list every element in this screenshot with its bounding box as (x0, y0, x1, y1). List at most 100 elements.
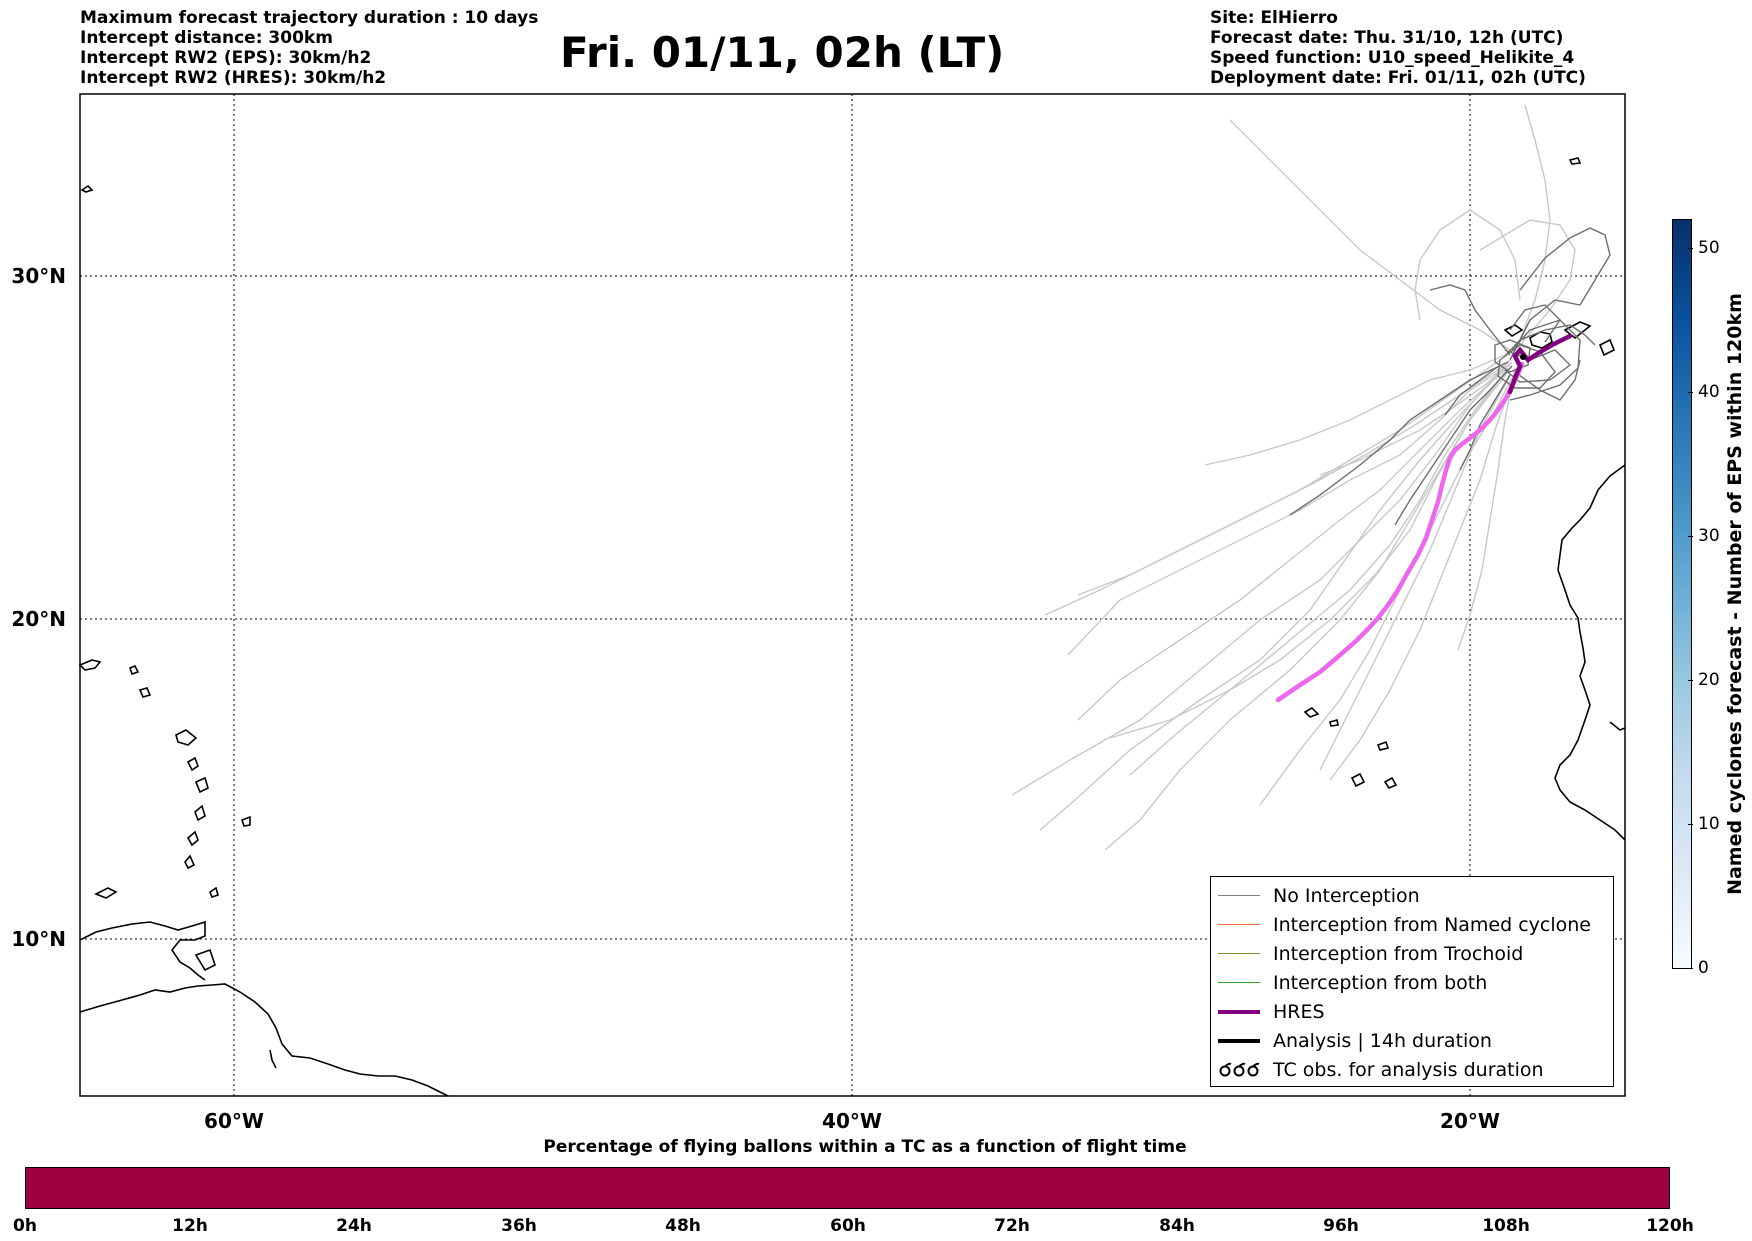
cyclone-symbols-icon (1219, 1062, 1260, 1076)
island-caribbean-3 (186, 756, 199, 772)
header-left-line: Intercept RW2 (EPS): 30km/h2 (80, 48, 372, 68)
coastline-west-africa (1554, 464, 1626, 841)
eps-trajectory (1229, 119, 1511, 351)
header-right-line: Site: ElHierro (1210, 8, 1338, 28)
colorbar-tick-mark (1688, 536, 1693, 537)
time-tick-label: 24h (336, 1216, 372, 1236)
island-cape-verde-2 (1329, 718, 1339, 727)
time-tick-label: 96h (1323, 1216, 1359, 1236)
island-caribbean-5 (194, 804, 206, 822)
eps-trajectory (1414, 209, 1521, 321)
time-tick-label: 36h (501, 1216, 537, 1236)
legend-swatch-trochoid (1218, 952, 1260, 955)
eps-trajectory (1459, 374, 1511, 471)
eps-trajectories-light (1011, 104, 1576, 851)
map-frame (79, 93, 1626, 1097)
eps-trajectory (1444, 364, 1501, 416)
colorbar-tick-label: 20 (1698, 670, 1720, 690)
lat-tick-label: 20°N (11, 607, 66, 631)
eps-trajectory (1289, 361, 1509, 516)
header-right: Site: ElHierro Forecast date: Thu. 31/10… (1210, 8, 1586, 88)
hres-trajectory-light (1275, 361, 1525, 703)
island-cape-verde-4 (1350, 772, 1366, 788)
colorbar-tick-mark (1688, 248, 1693, 249)
legend-item: Interception from Named cyclone (1217, 910, 1613, 939)
eps-trajectory (1494, 339, 1531, 373)
island-caribbean-10 (209, 886, 219, 898)
lon-tick-label: 20°W (1440, 1109, 1500, 1130)
island-caribbean-12 (138, 687, 152, 698)
island-cape-verde-3 (1376, 740, 1390, 751)
legend-label: Analysis | 14h duration (1273, 1029, 1492, 1052)
eps-trajectory (1077, 364, 1506, 596)
colorbar-tick-label: 10 (1698, 814, 1720, 834)
eps-trajectory (1067, 364, 1511, 656)
lat-tick-label: 10°N (11, 927, 66, 951)
time-tick-label: 48h (665, 1216, 701, 1236)
header-left-line: Intercept RW2 (HRES): 30km/h2 (80, 68, 387, 88)
colorbar-tick-mark (1688, 680, 1693, 681)
eps-trajectory (1479, 219, 1576, 346)
legend: No Interception Interception from Named … (1210, 876, 1614, 1087)
island-bermuda (80, 184, 94, 193)
lon-tick-label: 40°W (822, 1109, 882, 1130)
island-caribbean-9 (94, 887, 118, 899)
time-tick-label: 12h (172, 1216, 208, 1236)
colorbar-tick-label: 50 (1698, 238, 1720, 258)
island-lanzarote (1598, 338, 1616, 357)
island-cape-verde-1 (1303, 707, 1320, 718)
legend-label: No Interception (1273, 884, 1420, 907)
time-tick-label: 120h (1646, 1216, 1694, 1236)
eps-trajectory (1394, 365, 1513, 526)
island-cape-verde-5 (1383, 776, 1398, 789)
legend-swatch-both (1218, 981, 1260, 984)
colorbar-vertical-label: Named cyclones forecast - Number of EPS … (1724, 293, 1746, 895)
lat-tick-label: 30°N (11, 264, 66, 288)
page-title: Fri. 01/11, 02h (LT) (560, 28, 1005, 77)
legend-item: HRES (1217, 997, 1613, 1026)
island-caribbean-1 (78, 659, 102, 671)
legend-item: Interception from both (1217, 968, 1613, 997)
eps-trajectory (1429, 284, 1511, 356)
coastline-labrador-south (269, 1049, 277, 1069)
eps-trajectory (1329, 374, 1516, 781)
island-caribbean-7 (184, 854, 196, 870)
map: 30°N 20°N 10°N 60°W 40°W 20°W (11, 93, 1626, 1130)
island-caribbean-4 (194, 776, 209, 794)
legend-label: HRES (1273, 1000, 1325, 1023)
header-left: Maximum forecast trajectory duration : 1… (80, 8, 538, 88)
header-right-line: Deployment date: Fri. 01/11, 02h (UTC) (1210, 68, 1586, 88)
legend-swatch-named-cyclone (1218, 923, 1260, 926)
legend-label: Interception from Named cyclone (1273, 913, 1591, 936)
colorbar-vertical (1672, 219, 1692, 969)
deployment-site-marker (1520, 354, 1526, 360)
legend-label: TC obs. for analysis duration (1273, 1058, 1544, 1081)
eps-trajectory (1204, 354, 1506, 466)
island-caribbean-8 (240, 815, 251, 827)
legend-item: Interception from Trochoid (1217, 939, 1613, 968)
eps-trajectory (1519, 104, 1551, 341)
island-trinidad (194, 948, 216, 972)
legend-item: TC obs. for analysis duration (1217, 1055, 1613, 1084)
legend-label: Interception from Trochoid (1273, 942, 1524, 965)
legend-swatch-hres (1218, 1009, 1260, 1014)
eps-trajectory (1077, 369, 1506, 721)
legend-label: Interception from both (1273, 971, 1488, 994)
header-left-line: Maximum forecast trajectory duration : 1… (80, 8, 539, 28)
eps-trajectory (1457, 367, 1516, 651)
colorbar-tick-mark (1688, 824, 1693, 825)
eps-trajectory (1039, 367, 1506, 831)
eps-trajectory (1509, 304, 1561, 343)
eps-trajectory (1011, 359, 1511, 796)
time-tick-label: 72h (994, 1216, 1030, 1236)
colorbar-tick-mark (1688, 968, 1693, 969)
island-madeira (1568, 157, 1582, 165)
colorbar-tick-label: 0 (1698, 958, 1709, 978)
colorbar-tick-label: 40 (1698, 382, 1720, 402)
island-caribbean-6 (186, 830, 199, 847)
time-tick-label: 108h (1482, 1216, 1530, 1236)
legend-item: No Interception (1217, 881, 1613, 910)
island-caribbean-2 (175, 729, 198, 746)
eps-trajectory (1129, 367, 1509, 776)
header-right-line: Speed function: U10_speed_Helikite_4 (1210, 48, 1575, 68)
